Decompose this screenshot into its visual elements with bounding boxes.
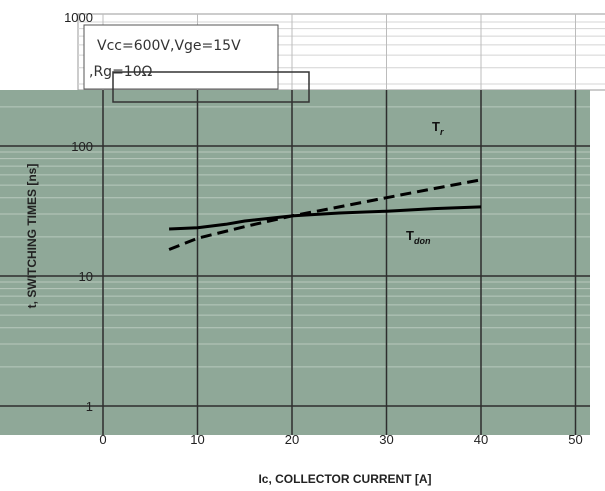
x-tick-label: 20 [285, 432, 299, 447]
y-tick-label: 100 [71, 139, 93, 154]
x-tick-label: 50 [568, 432, 582, 447]
tick-layer: 0 10 20 30 40 50 1 10 100 1000 [64, 10, 583, 447]
annotation-box: Vcc=600V,Vge=15V ,Rg=10Ω [83, 24, 310, 103]
annotation-frame [83, 24, 279, 90]
x-tick-label: 10 [190, 432, 204, 447]
series-line-tr [168, 178, 482, 251]
y-tick-label: 1000 [64, 10, 93, 25]
annotation-line-1: Vcc=600V,Vge=15V [97, 38, 241, 54]
y-axis-label: t, SWITCHING TIMES [ns] [25, 164, 39, 309]
x-tick-label: 30 [379, 432, 393, 447]
series-line-tdon [169, 205, 482, 231]
series-layer [168, 178, 482, 251]
annotation-lower-frame [112, 71, 310, 103]
minor-grid [0, 106, 590, 368]
major-grid [0, 90, 590, 435]
series-label-tdon: Tdon [406, 228, 431, 246]
y-tick-label: 10 [79, 269, 93, 284]
y-tick-label: 1 [86, 399, 93, 414]
x-tick-label: 0 [99, 432, 106, 447]
x-axis-label: Ic, COLLECTOR CURRENT [A] [258, 472, 431, 486]
plot-area [0, 90, 590, 435]
series-label-tr: Tr [432, 119, 444, 137]
x-tick-label: 40 [474, 432, 488, 447]
